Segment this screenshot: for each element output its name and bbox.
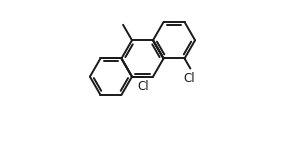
Text: Cl: Cl: [137, 80, 148, 93]
Text: Cl: Cl: [184, 72, 196, 85]
